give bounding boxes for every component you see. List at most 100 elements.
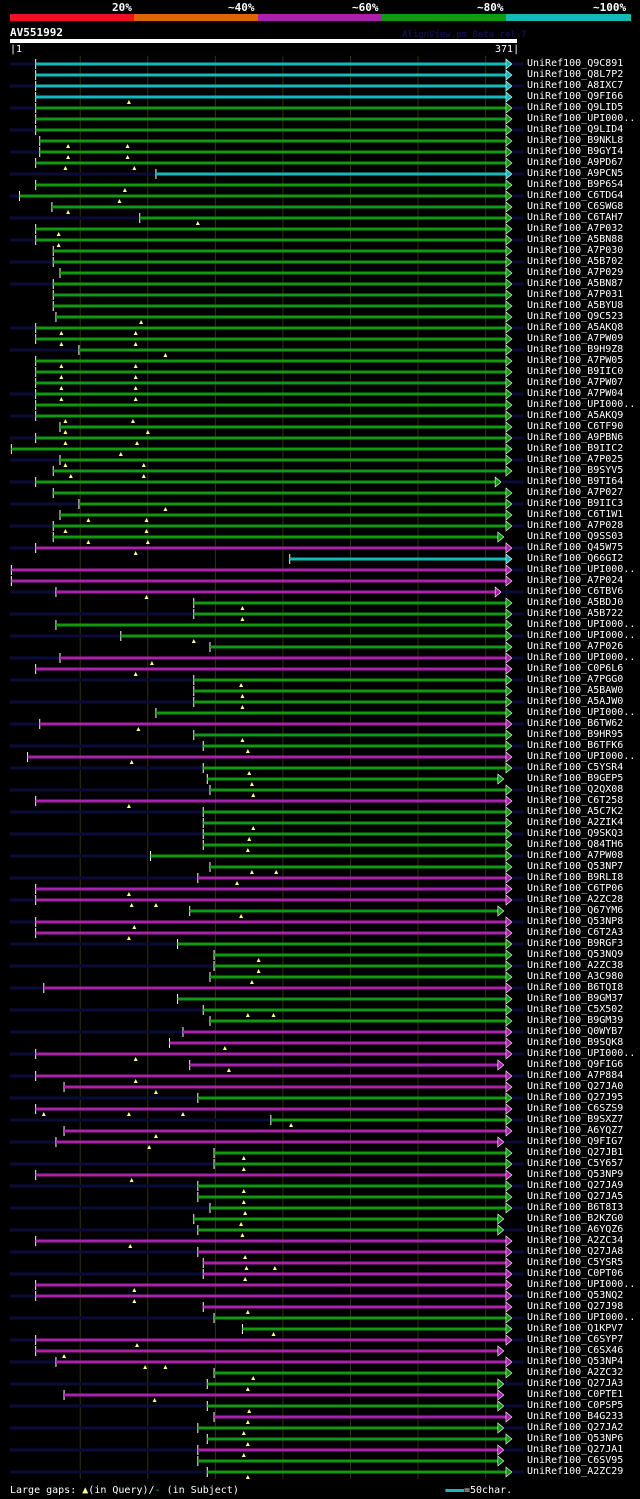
hit-label[interactable]: UniRef100_Q27J95 — [527, 1092, 624, 1103]
hit-label[interactable]: UniRef100_A6YQZ6 — [527, 1224, 624, 1235]
hit-label[interactable]: UniRef100_A7P024 — [527, 575, 624, 586]
hit-label[interactable]: UniRef100_UPI000.. — [527, 751, 636, 762]
hit-label[interactable]: UniRef100_A5B702 — [527, 256, 624, 267]
hit-label[interactable]: UniRef100_B9GYI4 — [527, 146, 624, 157]
hit-label[interactable]: UniRef100_A6YQZ7 — [527, 1125, 624, 1136]
hit-label[interactable]: UniRef100_C6SYP7 — [527, 1334, 624, 1345]
hit-label[interactable]: UniRef100_C6T1W1 — [527, 509, 624, 520]
hit-label[interactable]: UniRef100_B9GEP5 — [527, 773, 624, 784]
hit-label[interactable]: UniRef100_C5YSR5 — [527, 1257, 624, 1268]
hit-label[interactable]: UniRef100_B9HR95 — [527, 729, 624, 740]
hit-label[interactable]: UniRef100_A5C7K2 — [527, 806, 624, 817]
hit-label[interactable]: UniRef100_A7P032 — [527, 223, 624, 234]
hit-label[interactable]: UniRef100_A9PD67 — [527, 157, 624, 168]
hit-label[interactable]: UniRef100_Q27JA0 — [527, 1081, 624, 1092]
hit-label[interactable]: UniRef100_A7P030 — [527, 245, 624, 256]
hit-label[interactable]: UniRef100_B9H9Z8 — [527, 344, 624, 355]
hit-label[interactable]: UniRef100_Q9FIG7 — [527, 1136, 624, 1147]
hit-label[interactable]: UniRef100_A7P884 — [527, 1070, 624, 1081]
hit-label[interactable]: UniRef100_C5YSR4 — [527, 762, 624, 773]
hit-label[interactable]: UniRef100_C6T2A3 — [527, 927, 624, 938]
hit-label[interactable]: UniRef100_Q9C891 — [527, 58, 624, 69]
hit-label[interactable]: UniRef100_A7P029 — [527, 267, 624, 278]
hit-label[interactable]: UniRef100_Q53NP4 — [527, 1356, 624, 1367]
hit-label[interactable]: UniRef100_Q0WYB7 — [527, 1026, 624, 1037]
hit-label[interactable]: UniRef100_Q27JA5 — [527, 1191, 624, 1202]
hit-label[interactable]: UniRef100_Q27JA2 — [527, 1422, 624, 1433]
hit-label[interactable]: UniRef100_UPI000.. — [527, 1048, 636, 1059]
hit-label[interactable]: UniRef100_A5BDJ0 — [527, 597, 624, 608]
hit-label[interactable]: UniRef100_UPI000.. — [527, 707, 636, 718]
hit-label[interactable]: UniRef100_A7P026 — [527, 641, 624, 652]
hit-label[interactable]: UniRef100_A3C980 — [527, 971, 624, 982]
hit-label[interactable]: UniRef100_Q1KPV7 — [527, 1323, 624, 1334]
hit-label[interactable]: UniRef100_A7PW05 — [527, 355, 624, 366]
hit-label[interactable]: UniRef100_C6TAH7 — [527, 212, 624, 223]
hit-label[interactable]: UniRef100_C6TDG4 — [527, 190, 624, 201]
hit-label[interactable]: UniRef100_C6SZS9 — [527, 1103, 624, 1114]
hit-label[interactable]: UniRef100_UPI000.. — [527, 113, 636, 124]
hit-label[interactable]: UniRef100_C6T258 — [527, 795, 624, 806]
hit-label[interactable]: UniRef100_Q66GI2 — [527, 553, 624, 564]
hit-label[interactable]: UniRef100_Q53NP9 — [527, 1169, 624, 1180]
hit-label[interactable]: UniRef100_C6SWG8 — [527, 201, 624, 212]
hit-label[interactable]: UniRef100_A7P031 — [527, 289, 624, 300]
hit-label[interactable]: UniRef100_A5AJW0 — [527, 696, 624, 707]
hit-label[interactable]: UniRef100_UPI000.. — [527, 652, 636, 663]
hit-label[interactable]: UniRef100_B9IIC0 — [527, 366, 624, 377]
hit-label[interactable]: UniRef100_B9SXZ7 — [527, 1114, 624, 1125]
hit-label[interactable]: UniRef100_C0PSP5 — [527, 1400, 624, 1411]
hit-label[interactable]: UniRef100_Q9FI66 — [527, 91, 624, 102]
hit-label[interactable]: UniRef100_A7P028 — [527, 520, 624, 531]
hit-label[interactable]: UniRef100_UPI000.. — [527, 1312, 636, 1323]
hit-label[interactable]: UniRef100_C6TBV6 — [527, 586, 624, 597]
hit-label[interactable]: UniRef100_Q27JA1 — [527, 1444, 624, 1455]
hit-label[interactable]: UniRef100_Q67YM6 — [527, 905, 624, 916]
hit-label[interactable]: UniRef100_A9PCN5 — [527, 168, 624, 179]
hit-label[interactable]: UniRef100_B2KZG0 — [527, 1213, 624, 1224]
hit-label[interactable]: UniRef100_Q53NP7 — [527, 861, 624, 872]
hit-label[interactable]: UniRef100_A2ZIK4 — [527, 817, 624, 828]
hit-label[interactable]: UniRef100_A5BAW0 — [527, 685, 624, 696]
hit-label[interactable]: UniRef100_Q84TH6 — [527, 839, 624, 850]
hit-label[interactable]: UniRef100_A2ZC32 — [527, 1367, 624, 1378]
hit-label[interactable]: UniRef100_Q27JA9 — [527, 1180, 624, 1191]
hit-label[interactable]: UniRef100_A2ZC28 — [527, 894, 624, 905]
hit-label[interactable]: UniRef100_B9SQK8 — [527, 1037, 624, 1048]
hit-label[interactable]: UniRef100_A7PW04 — [527, 388, 624, 399]
hit-label[interactable]: UniRef100_Q9SKQ3 — [527, 828, 624, 839]
hit-label[interactable]: UniRef100_Q9SS03 — [527, 531, 624, 542]
hit-label[interactable]: UniRef100_A2ZC34 — [527, 1235, 624, 1246]
hit-label[interactable]: UniRef100_B9NKL8 — [527, 135, 624, 146]
hit-label[interactable]: UniRef100_C5X502 — [527, 1004, 624, 1015]
hit-label[interactable]: UniRef100_B9SYV5 — [527, 465, 624, 476]
hit-label[interactable]: UniRef100_B9IIC2 — [527, 443, 624, 454]
hit-label[interactable]: UniRef100_A7P025 — [527, 454, 624, 465]
hit-label[interactable]: UniRef100_Q27JB1 — [527, 1147, 624, 1158]
hit-label[interactable]: UniRef100_Q9LID5 — [527, 102, 624, 113]
hit-label[interactable]: UniRef100_A7PW09 — [527, 333, 624, 344]
hit-label[interactable]: UniRef100_B9P6S4 — [527, 179, 624, 190]
hit-label[interactable]: UniRef100_B4G233 — [527, 1411, 624, 1422]
hit-label[interactable]: UniRef100_C0P6L6 — [527, 663, 624, 674]
hit-label[interactable]: UniRef100_C6TP06 — [527, 883, 624, 894]
hit-label[interactable]: UniRef100_C0PT06 — [527, 1268, 624, 1279]
hit-label[interactable]: UniRef100_A7PW07 — [527, 377, 624, 388]
hit-label[interactable]: UniRef100_B6TFK6 — [527, 740, 624, 751]
hit-label[interactable]: UniRef100_B6TW62 — [527, 718, 624, 729]
hit-label[interactable]: UniRef100_UPI000.. — [527, 619, 636, 630]
hit-label[interactable]: UniRef100_Q27J98 — [527, 1301, 624, 1312]
hit-label[interactable]: UniRef100_Q2QX08 — [527, 784, 624, 795]
hit-label[interactable]: UniRef100_Q9LID4 — [527, 124, 624, 135]
hit-label[interactable]: UniRef100_A7PW08 — [527, 850, 624, 861]
hit-label[interactable]: UniRef100_Q8L7P2 — [527, 69, 624, 80]
hit-label[interactable]: UniRef100_Q53NQ2 — [527, 1290, 624, 1301]
hit-label[interactable]: UniRef100_B9TI64 — [527, 476, 624, 487]
hit-label[interactable]: UniRef100_C6SV95 — [527, 1455, 624, 1466]
hit-label[interactable]: UniRef100_Q53NP6 — [527, 1433, 624, 1444]
hit-label[interactable]: UniRef100_UPI000.. — [527, 1279, 636, 1290]
hit-label[interactable]: UniRef100_B6TQI8 — [527, 982, 624, 993]
hit-label[interactable]: UniRef100_A2ZC29 — [527, 1466, 624, 1477]
hit-label[interactable]: UniRef100_A5BN87 — [527, 278, 624, 289]
hit-label[interactable]: UniRef100_UPI000.. — [527, 399, 636, 410]
